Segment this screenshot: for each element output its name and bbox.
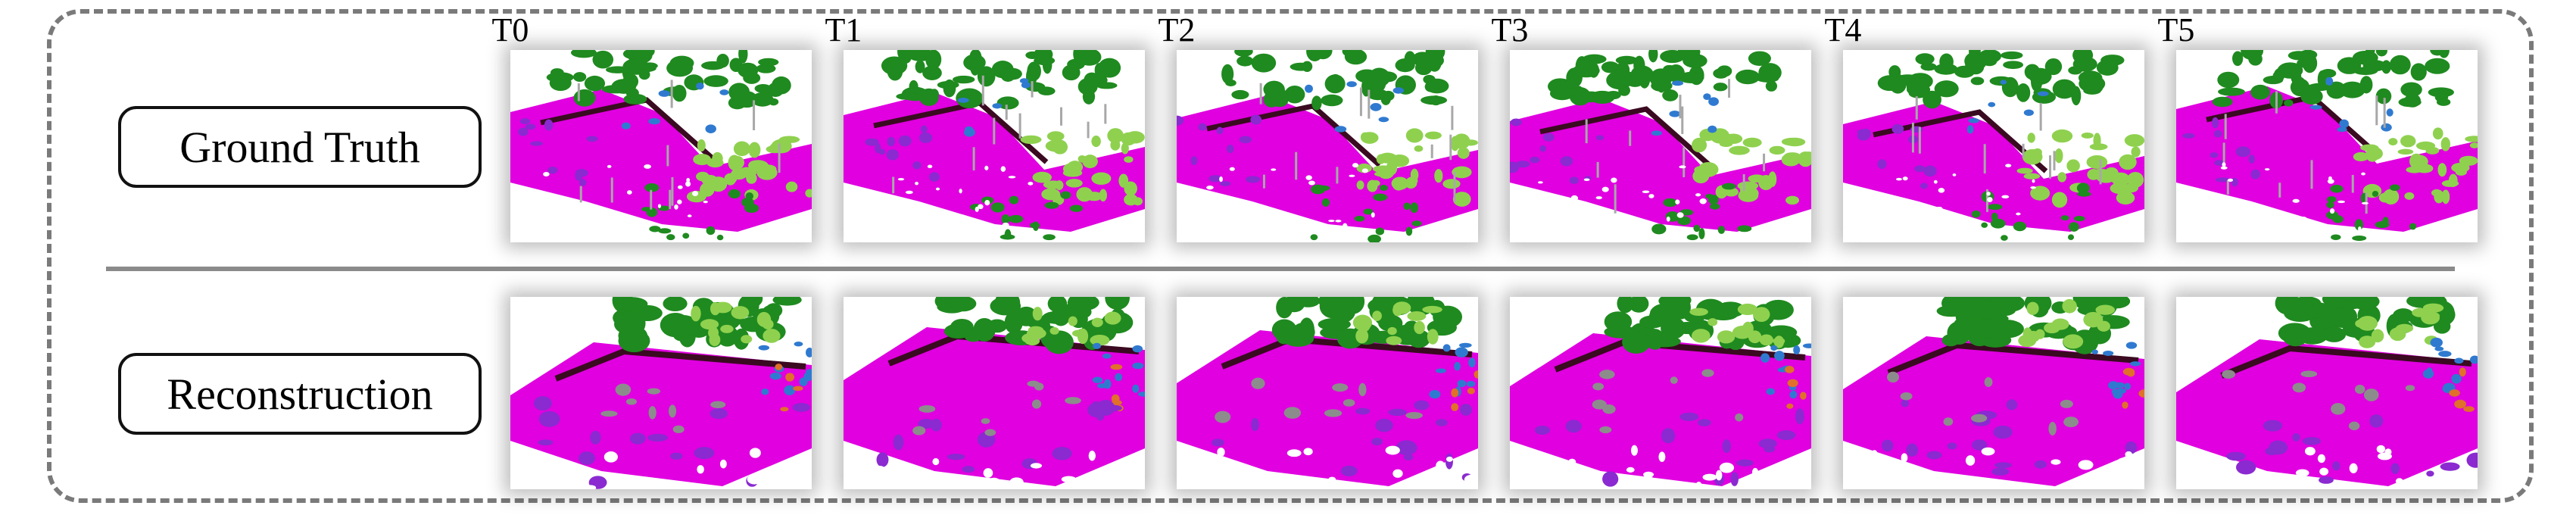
gt-scene-t5 xyxy=(2176,50,2478,242)
row-label-ground-truth-text: Ground Truth xyxy=(179,122,420,172)
gt-cell-t0 xyxy=(510,50,812,242)
recon-scene-t2 xyxy=(1177,297,1478,489)
gt-cell-t5 xyxy=(2176,50,2478,242)
gt-scene-t3 xyxy=(1510,50,1811,241)
recon-scene-t0 xyxy=(510,297,812,489)
col-label-t2: T2 xyxy=(1158,11,1196,48)
gt-scene-t0 xyxy=(510,50,812,241)
row-label-ground-truth: Ground Truth xyxy=(118,106,482,188)
gt-cell-t4 xyxy=(1843,50,2144,242)
gt-scene-t2 xyxy=(1177,50,1478,242)
row-divider xyxy=(106,267,2455,271)
recon-cell-t4 xyxy=(1843,297,2144,489)
recon-cell-t1 xyxy=(844,297,1145,489)
gt-scene-t1 xyxy=(844,50,1145,241)
recon-cell-t3 xyxy=(1510,297,1811,489)
row-label-reconstruction: Reconstruction xyxy=(118,353,482,435)
row-label-reconstruction-text: Reconstruction xyxy=(167,369,433,419)
col-label-t3: T3 xyxy=(1491,11,1529,48)
gt-cell-t1 xyxy=(844,50,1145,242)
col-label-t4: T4 xyxy=(1824,11,1862,48)
recon-cell-t2 xyxy=(1177,297,1478,489)
figure-frame xyxy=(47,9,2534,503)
col-label-t1: T1 xyxy=(825,11,862,48)
gt-scene-t4 xyxy=(1843,50,2144,241)
recon-scene-t5 xyxy=(2176,297,2478,489)
col-label-t5: T5 xyxy=(2157,11,2195,48)
recon-scene-t3 xyxy=(1510,297,1811,489)
recon-cell-t5 xyxy=(2176,297,2478,489)
gt-cell-t3 xyxy=(1510,50,1811,242)
col-label-t0: T0 xyxy=(491,11,529,48)
recon-cell-t0 xyxy=(510,297,812,489)
gt-cell-t2 xyxy=(1177,50,1478,242)
recon-scene-t4 xyxy=(1843,297,2144,489)
recon-scene-t1 xyxy=(844,297,1145,489)
